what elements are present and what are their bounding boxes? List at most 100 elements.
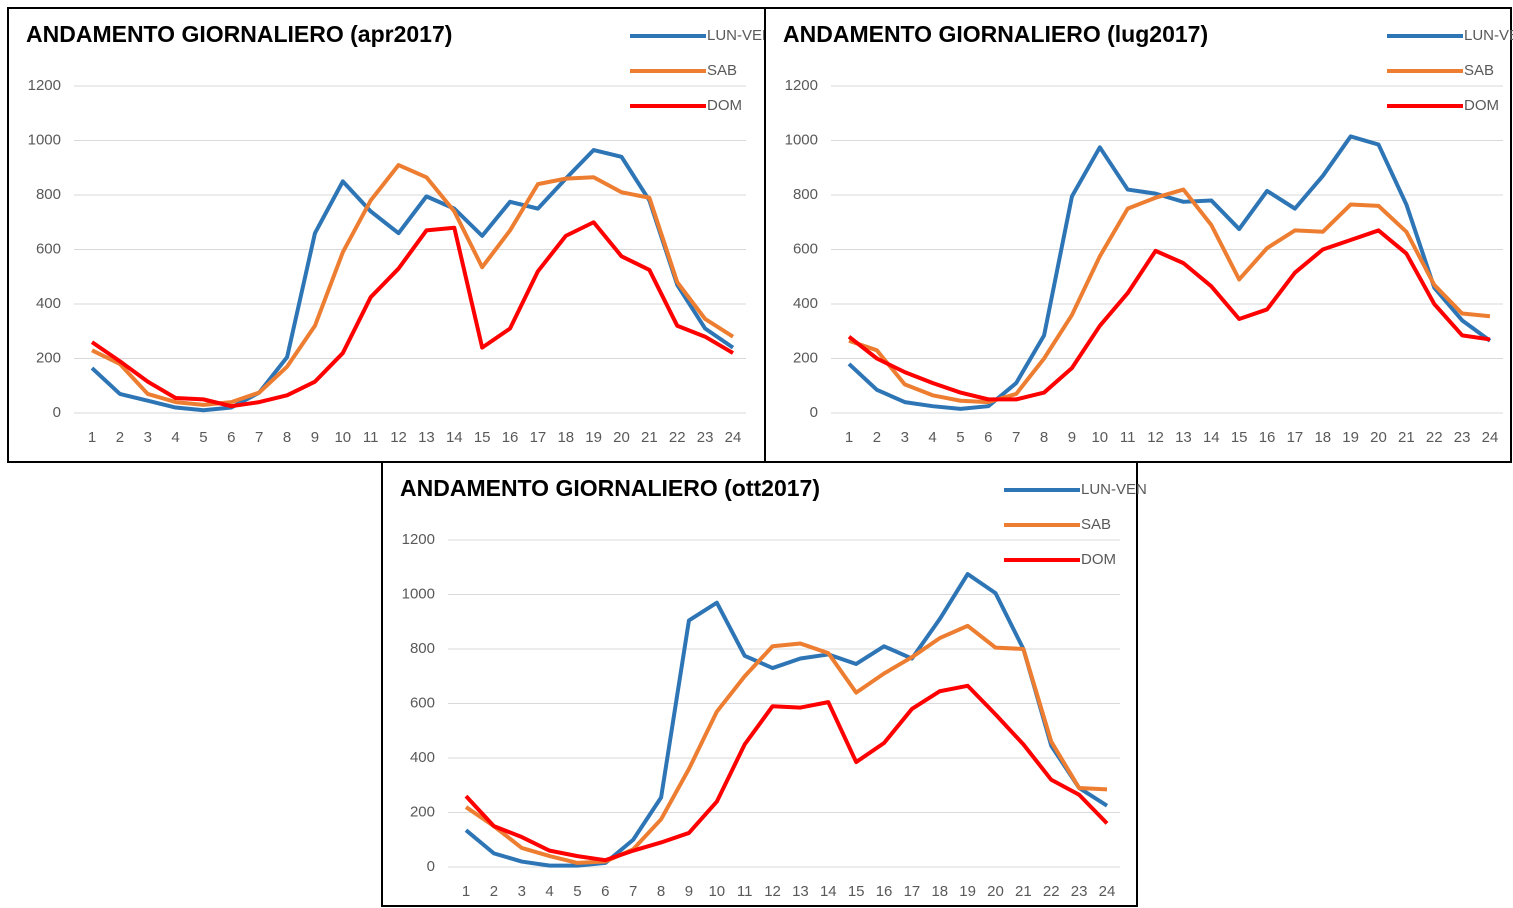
x-tick-label: 23 bbox=[697, 429, 714, 446]
series-line bbox=[847, 134, 1492, 411]
x-tick-label: 5 bbox=[956, 429, 964, 446]
x-tick-label: 15 bbox=[848, 883, 865, 900]
x-tick-label: 23 bbox=[1454, 429, 1471, 446]
series-line bbox=[847, 228, 1491, 402]
legend-label: LUN-VEN bbox=[1464, 27, 1513, 44]
y-tick-label: 1200 bbox=[28, 77, 61, 94]
x-tick-label: 15 bbox=[1231, 429, 1248, 446]
x-tick-label: 17 bbox=[1287, 429, 1304, 446]
legend-label: LUN-VEN bbox=[1081, 481, 1147, 498]
x-tick-label: 21 bbox=[1398, 429, 1415, 446]
x-tick-label: 17 bbox=[904, 883, 921, 900]
x-tick-label: 13 bbox=[1175, 429, 1192, 446]
x-tick-label: 17 bbox=[530, 429, 547, 446]
x-tick-label: 7 bbox=[255, 429, 263, 446]
legend-label: DOM bbox=[1081, 551, 1116, 568]
legend-label: SAB bbox=[1464, 62, 1494, 79]
y-tick-label: 200 bbox=[36, 349, 61, 366]
x-tick-label: 7 bbox=[1012, 429, 1020, 446]
x-tick-label: 18 bbox=[1314, 429, 1331, 446]
x-tick-label: 6 bbox=[227, 429, 235, 446]
x-tick-label: 22 bbox=[1043, 883, 1060, 900]
x-tick-label: 1 bbox=[462, 883, 470, 900]
x-tick-label: 14 bbox=[820, 883, 837, 900]
x-tick-label: 12 bbox=[390, 429, 407, 446]
x-tick-label: 2 bbox=[873, 429, 881, 446]
y-tick-label: 600 bbox=[793, 240, 818, 257]
x-tick-label: 8 bbox=[283, 429, 291, 446]
x-tick-label: 11 bbox=[1120, 429, 1136, 446]
y-tick-label: 600 bbox=[36, 240, 61, 257]
x-tick-label: 11 bbox=[737, 883, 753, 900]
x-tick-label: 8 bbox=[1040, 429, 1048, 446]
x-tick-label: 24 bbox=[725, 429, 742, 446]
y-tick-label: 400 bbox=[36, 295, 61, 312]
x-tick-label: 7 bbox=[629, 883, 637, 900]
x-tick-label: 16 bbox=[502, 429, 519, 446]
x-tick-label: 3 bbox=[901, 429, 909, 446]
y-tick-label: 1000 bbox=[402, 585, 435, 602]
chart-panel: ANDAMENTO GIORNALIERO (apr2017) 0 200 400 60… bbox=[7, 7, 773, 463]
y-tick-label: 400 bbox=[793, 295, 818, 312]
x-tick-label: 24 bbox=[1482, 429, 1499, 446]
x-tick-label: 1 bbox=[845, 429, 853, 446]
x-tick-label: 14 bbox=[446, 429, 463, 446]
legend-label: DOM bbox=[1464, 97, 1499, 114]
series-line bbox=[90, 148, 735, 413]
y-tick-label: 1200 bbox=[785, 77, 818, 94]
y-tick-label: 800 bbox=[410, 640, 435, 657]
x-tick-label: 22 bbox=[669, 429, 686, 446]
x-tick-label: 2 bbox=[116, 429, 124, 446]
y-tick-label: 0 bbox=[810, 404, 818, 421]
series-line bbox=[90, 220, 735, 409]
chart-title: ANDAMENTO GIORNALIERO (lug2017) bbox=[783, 21, 1208, 47]
x-tick-label: 6 bbox=[984, 429, 992, 446]
x-tick-label: 24 bbox=[1099, 883, 1116, 900]
x-tick-label: 12 bbox=[1147, 429, 1164, 446]
x-tick-label: 20 bbox=[613, 429, 630, 446]
x-tick-label: 10 bbox=[708, 883, 725, 900]
x-tick-label: 10 bbox=[1091, 429, 1108, 446]
y-tick-label: 200 bbox=[410, 803, 435, 820]
y-tick-label: 0 bbox=[53, 404, 61, 421]
chart-title: ANDAMENTO GIORNALIERO (apr2017) bbox=[26, 21, 452, 47]
chart-panel: ANDAMENTO GIORNALIERO (ott2017) 0 200 400 60… bbox=[381, 461, 1147, 907]
y-tick-label: 800 bbox=[793, 186, 818, 203]
x-tick-label: 10 bbox=[334, 429, 351, 446]
legend-label: DOM bbox=[707, 97, 742, 114]
x-tick-label: 18 bbox=[931, 883, 948, 900]
x-tick-label: 20 bbox=[1370, 429, 1387, 446]
x-tick-label: 4 bbox=[171, 429, 179, 446]
series-line bbox=[464, 623, 1108, 865]
x-tick-label: 21 bbox=[641, 429, 658, 446]
y-tick-label: 1200 bbox=[402, 531, 435, 548]
x-tick-label: 13 bbox=[792, 883, 809, 900]
x-tick-label: 1 bbox=[88, 429, 96, 446]
x-tick-label: 19 bbox=[1342, 429, 1359, 446]
panel-border bbox=[764, 7, 1512, 463]
y-tick-label: 200 bbox=[793, 349, 818, 366]
panel-border bbox=[7, 7, 766, 463]
x-tick-label: 2 bbox=[490, 883, 498, 900]
x-tick-label: 5 bbox=[199, 429, 207, 446]
series-line bbox=[848, 187, 1491, 405]
y-tick-label: 0 bbox=[427, 858, 435, 875]
x-tick-label: 19 bbox=[959, 883, 976, 900]
x-tick-label: 21 bbox=[1015, 883, 1032, 900]
x-tick-label: 8 bbox=[657, 883, 665, 900]
x-tick-label: 5 bbox=[573, 883, 581, 900]
legend-label: LUN-VEN bbox=[707, 27, 773, 44]
x-tick-label: 11 bbox=[363, 429, 379, 446]
y-tick-label: 1000 bbox=[28, 131, 61, 148]
x-tick-label: 3 bbox=[518, 883, 526, 900]
x-tick-label: 9 bbox=[1068, 429, 1076, 446]
y-tick-label: 600 bbox=[410, 694, 435, 711]
x-tick-label: 6 bbox=[601, 883, 609, 900]
x-tick-label: 4 bbox=[928, 429, 936, 446]
x-tick-label: 19 bbox=[585, 429, 602, 446]
x-tick-label: 9 bbox=[311, 429, 319, 446]
y-tick-label: 400 bbox=[410, 749, 435, 766]
x-tick-label: 20 bbox=[987, 883, 1004, 900]
